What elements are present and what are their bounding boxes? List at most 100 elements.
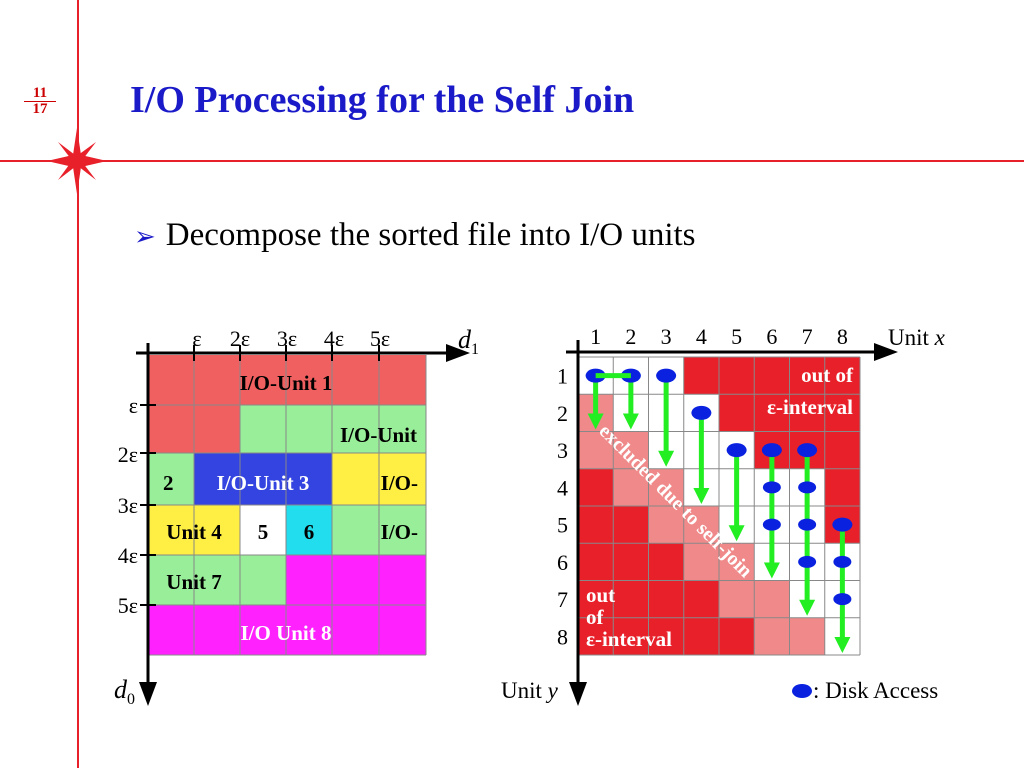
unit-2-label: I/O-Unit	[340, 423, 417, 447]
matrix-cell	[789, 617, 825, 655]
unit-x-arrow-icon	[874, 343, 898, 361]
disk-access-marker	[798, 518, 817, 531]
d1-axis-label: d1	[458, 325, 479, 358]
unit-6-label: 6	[304, 520, 315, 544]
matrix-cell	[578, 468, 614, 506]
matrix-cell	[719, 357, 755, 395]
matrix-cell	[754, 394, 790, 432]
page-current: 11	[24, 86, 56, 102]
bullet-arrow-icon: ➢	[134, 222, 156, 251]
matrix-cell	[683, 357, 719, 395]
matrix-cell	[824, 468, 860, 506]
disk-access-marker	[726, 443, 747, 458]
unit-2-tail-label: 2	[163, 471, 174, 495]
unit-6-fill	[286, 505, 332, 555]
matrix-cell	[648, 543, 684, 581]
unit-7-tail-label: Unit 7	[166, 570, 221, 594]
disk-access-marker	[797, 443, 818, 458]
unit-2-fill	[240, 405, 426, 453]
access-arrowhead	[834, 637, 851, 653]
unit-4-label: I/O-	[381, 471, 418, 495]
unit-5-fill	[240, 505, 286, 555]
x-tick-label: 6	[766, 324, 777, 349]
matrix-cell	[824, 431, 860, 469]
page-number: 11 17	[24, 86, 56, 117]
matrix-cell	[824, 357, 860, 395]
matrix-cell	[613, 543, 649, 581]
matrix-cell	[824, 394, 860, 432]
matrix-cell	[719, 543, 755, 581]
out-of-interval-label-1: out of	[801, 363, 854, 387]
access-arrowhead	[728, 525, 745, 542]
y-tick-label: 3	[557, 438, 568, 463]
unit-2-tail-fill	[148, 453, 194, 505]
disk-access-marker	[798, 555, 817, 568]
y-tick-4: 4ε	[118, 543, 138, 568]
x-tick-5: 5ε	[370, 326, 390, 351]
matrix-cell	[789, 357, 825, 395]
bullet-text: Decompose the sorted file into I/O units	[165, 217, 696, 253]
unit-y-arrow-icon	[569, 682, 587, 706]
matrix-cell	[613, 468, 649, 506]
d0-axis-label: d0	[114, 675, 135, 708]
matrix-cell	[754, 357, 790, 395]
slide-vertical-rule	[77, 0, 79, 768]
disk-access-arrows	[585, 368, 853, 653]
slide-title: I/O Processing for the Self Join	[130, 79, 635, 121]
access-arrowhead	[799, 599, 816, 616]
y-tick-1: ε	[129, 393, 138, 418]
y-tick-2: 2ε	[118, 442, 138, 467]
disk-access-marker	[833, 555, 852, 568]
star-icon	[47, 128, 107, 194]
left-grid	[148, 355, 427, 656]
y-tick-label: 2	[557, 401, 568, 426]
access-arrowhead	[622, 413, 639, 430]
slide-horizontal-rule	[0, 160, 1024, 162]
matrix-cell	[578, 506, 614, 544]
matrix-cell	[754, 580, 790, 618]
matrix-cell	[613, 506, 649, 544]
x-tick-label: 4	[696, 324, 707, 349]
disk-access-marker	[833, 593, 852, 606]
matrix-cell	[683, 543, 719, 581]
x-tick-4: 4ε	[324, 326, 344, 351]
unit-8-fill	[286, 555, 426, 605]
unit-7-tail-fill	[148, 555, 286, 605]
page-total: 17	[32, 101, 48, 117]
access-arrowhead	[658, 450, 675, 467]
disk-access-marker	[691, 405, 712, 420]
matrix-cell	[613, 580, 649, 618]
d0-axis-arrow-icon	[139, 682, 157, 706]
disk-access-marker	[761, 443, 782, 458]
left-tick-marks	[140, 345, 380, 606]
matrix-cell	[719, 617, 755, 655]
matrix-cell	[648, 580, 684, 618]
matrix-cell	[754, 617, 790, 655]
y-tick-label: 6	[557, 550, 568, 575]
out-of-interval-label-2: ε-interval	[767, 395, 853, 419]
y-tick-3: 3ε	[118, 493, 138, 518]
unit-x-label: Unit x	[888, 325, 946, 350]
io-units-diagram: ε 2ε 3ε 4ε 5ε ε 2ε 3ε 4ε 5ε d1 d0 I/O-Un…	[114, 325, 479, 708]
matrix-cell	[578, 617, 614, 655]
y-tick-label: 4	[557, 475, 568, 500]
x-tick-label: 2	[625, 324, 636, 349]
unit-5-label: 5	[258, 520, 269, 544]
unit-4-tail-label: Unit 4	[166, 520, 222, 544]
disk-access-marker	[762, 481, 781, 494]
access-arrowhead	[587, 413, 604, 430]
x-tick-label: 1	[590, 324, 601, 349]
unit-1-label: I/O-Unit 1	[240, 371, 333, 395]
y-tick-label: 8	[557, 624, 568, 649]
x-tick-1: ε	[192, 326, 201, 351]
disk-access-marker	[656, 368, 677, 383]
matrix-cell	[719, 580, 755, 618]
disk-access-legend-text: : Disk Access	[813, 678, 938, 703]
matrix-cell	[613, 431, 649, 469]
unit-8-label: I/O Unit 8	[240, 621, 331, 645]
x-tick-label: 3	[661, 324, 672, 349]
x-tick-label: 8	[837, 324, 848, 349]
matrix-cell	[578, 543, 614, 581]
